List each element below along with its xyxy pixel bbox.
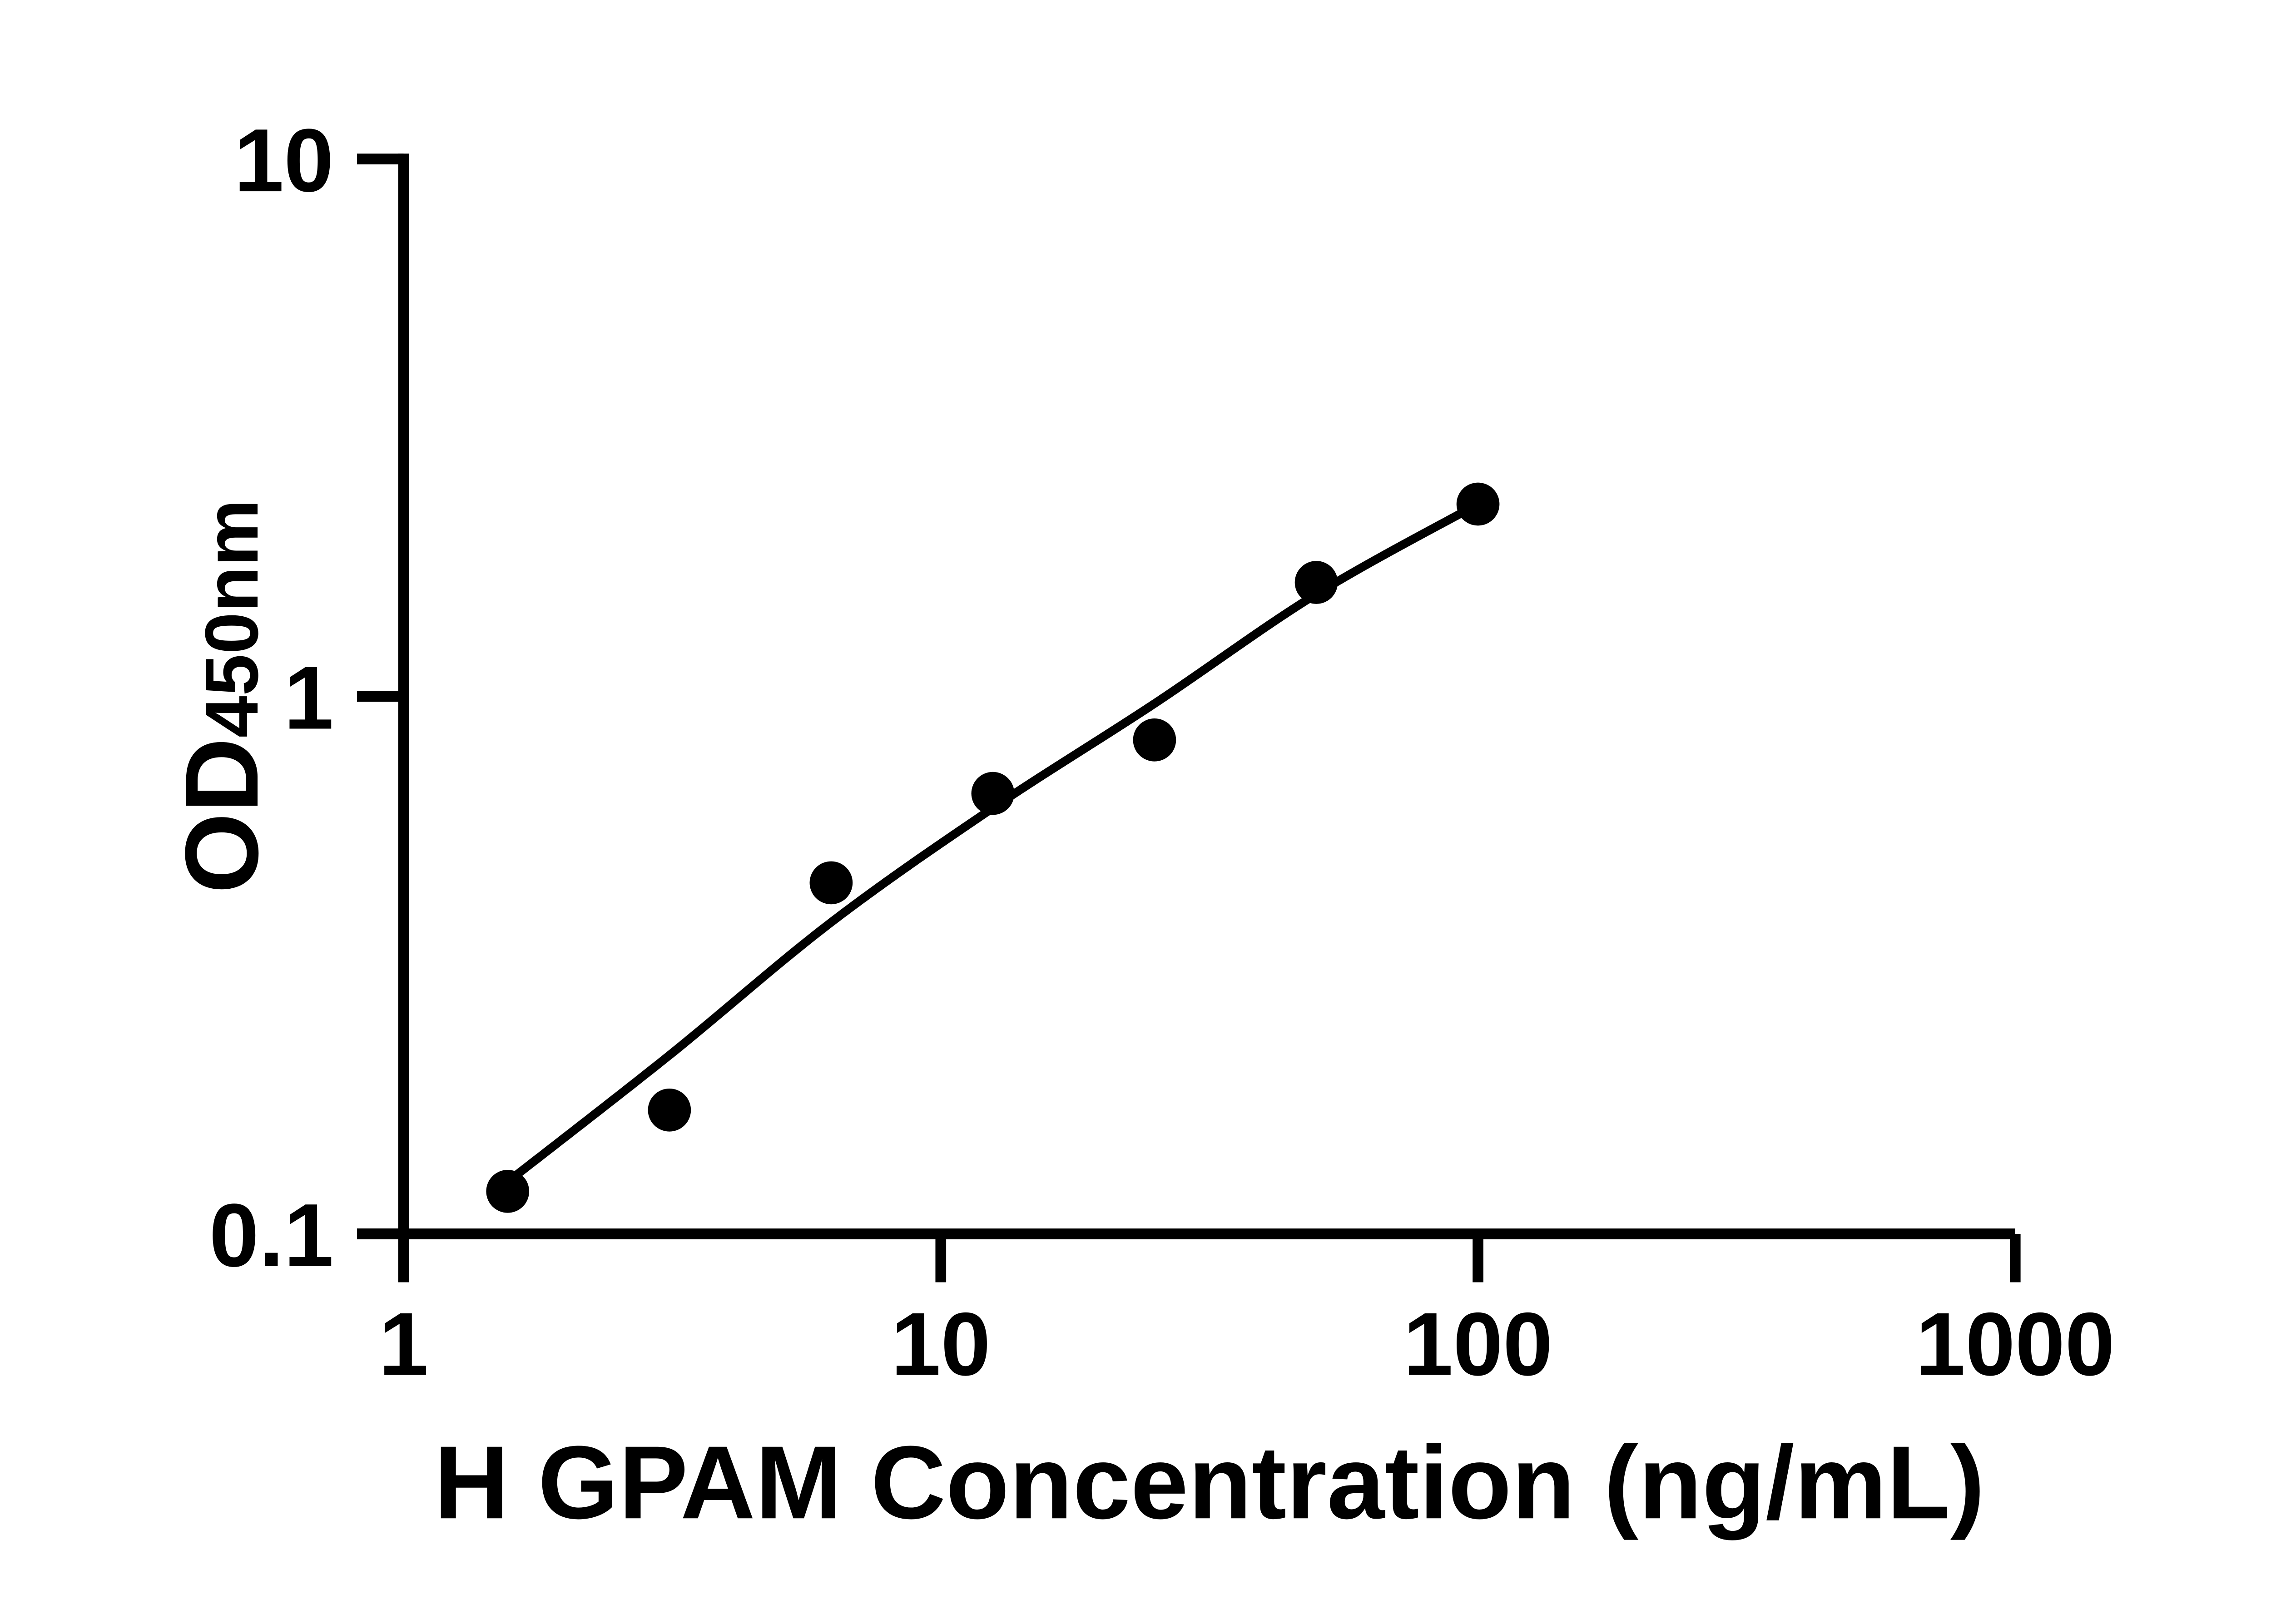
x-axis: 1 10 100 1000 H GPAM Concentration (ng/mL) — [357, 1228, 2115, 1540]
x-tick-label: 10 — [891, 1294, 991, 1394]
y-tick-label: 0.1 — [209, 1185, 334, 1285]
y-axis-ticks — [357, 153, 404, 1239]
x-tick-label: 1 — [379, 1294, 429, 1394]
y-tick-label: 1 — [284, 648, 334, 748]
data-point — [1294, 561, 1338, 604]
data-point — [1133, 718, 1176, 762]
fitted-curve-line — [503, 500, 1483, 1186]
data-point — [809, 861, 853, 905]
x-axis-ticks — [398, 1233, 2021, 1282]
x-tick-label: 100 — [1403, 1294, 1553, 1394]
data-point — [648, 1088, 691, 1132]
x-tick-label: 1000 — [1915, 1294, 2115, 1394]
data-point — [486, 1169, 530, 1213]
data-points — [486, 482, 1500, 1213]
x-axis-tick-labels: 1 10 100 1000 — [379, 1294, 2115, 1394]
y-axis-title: OD450nm — [164, 500, 280, 894]
data-point — [1456, 482, 1500, 526]
data-point — [971, 772, 1015, 815]
x-axis-title: H GPAM Concentration (ng/mL) — [434, 1425, 1985, 1540]
y-axis-title-base: OD — [164, 738, 280, 893]
y-axis-title-subscript: 450nm — [190, 500, 274, 738]
y-axis: 0.1 1 10 OD450nm — [164, 110, 409, 1285]
y-tick-label: 10 — [234, 110, 333, 210]
y-axis-tick-labels: 0.1 1 10 — [209, 110, 334, 1285]
